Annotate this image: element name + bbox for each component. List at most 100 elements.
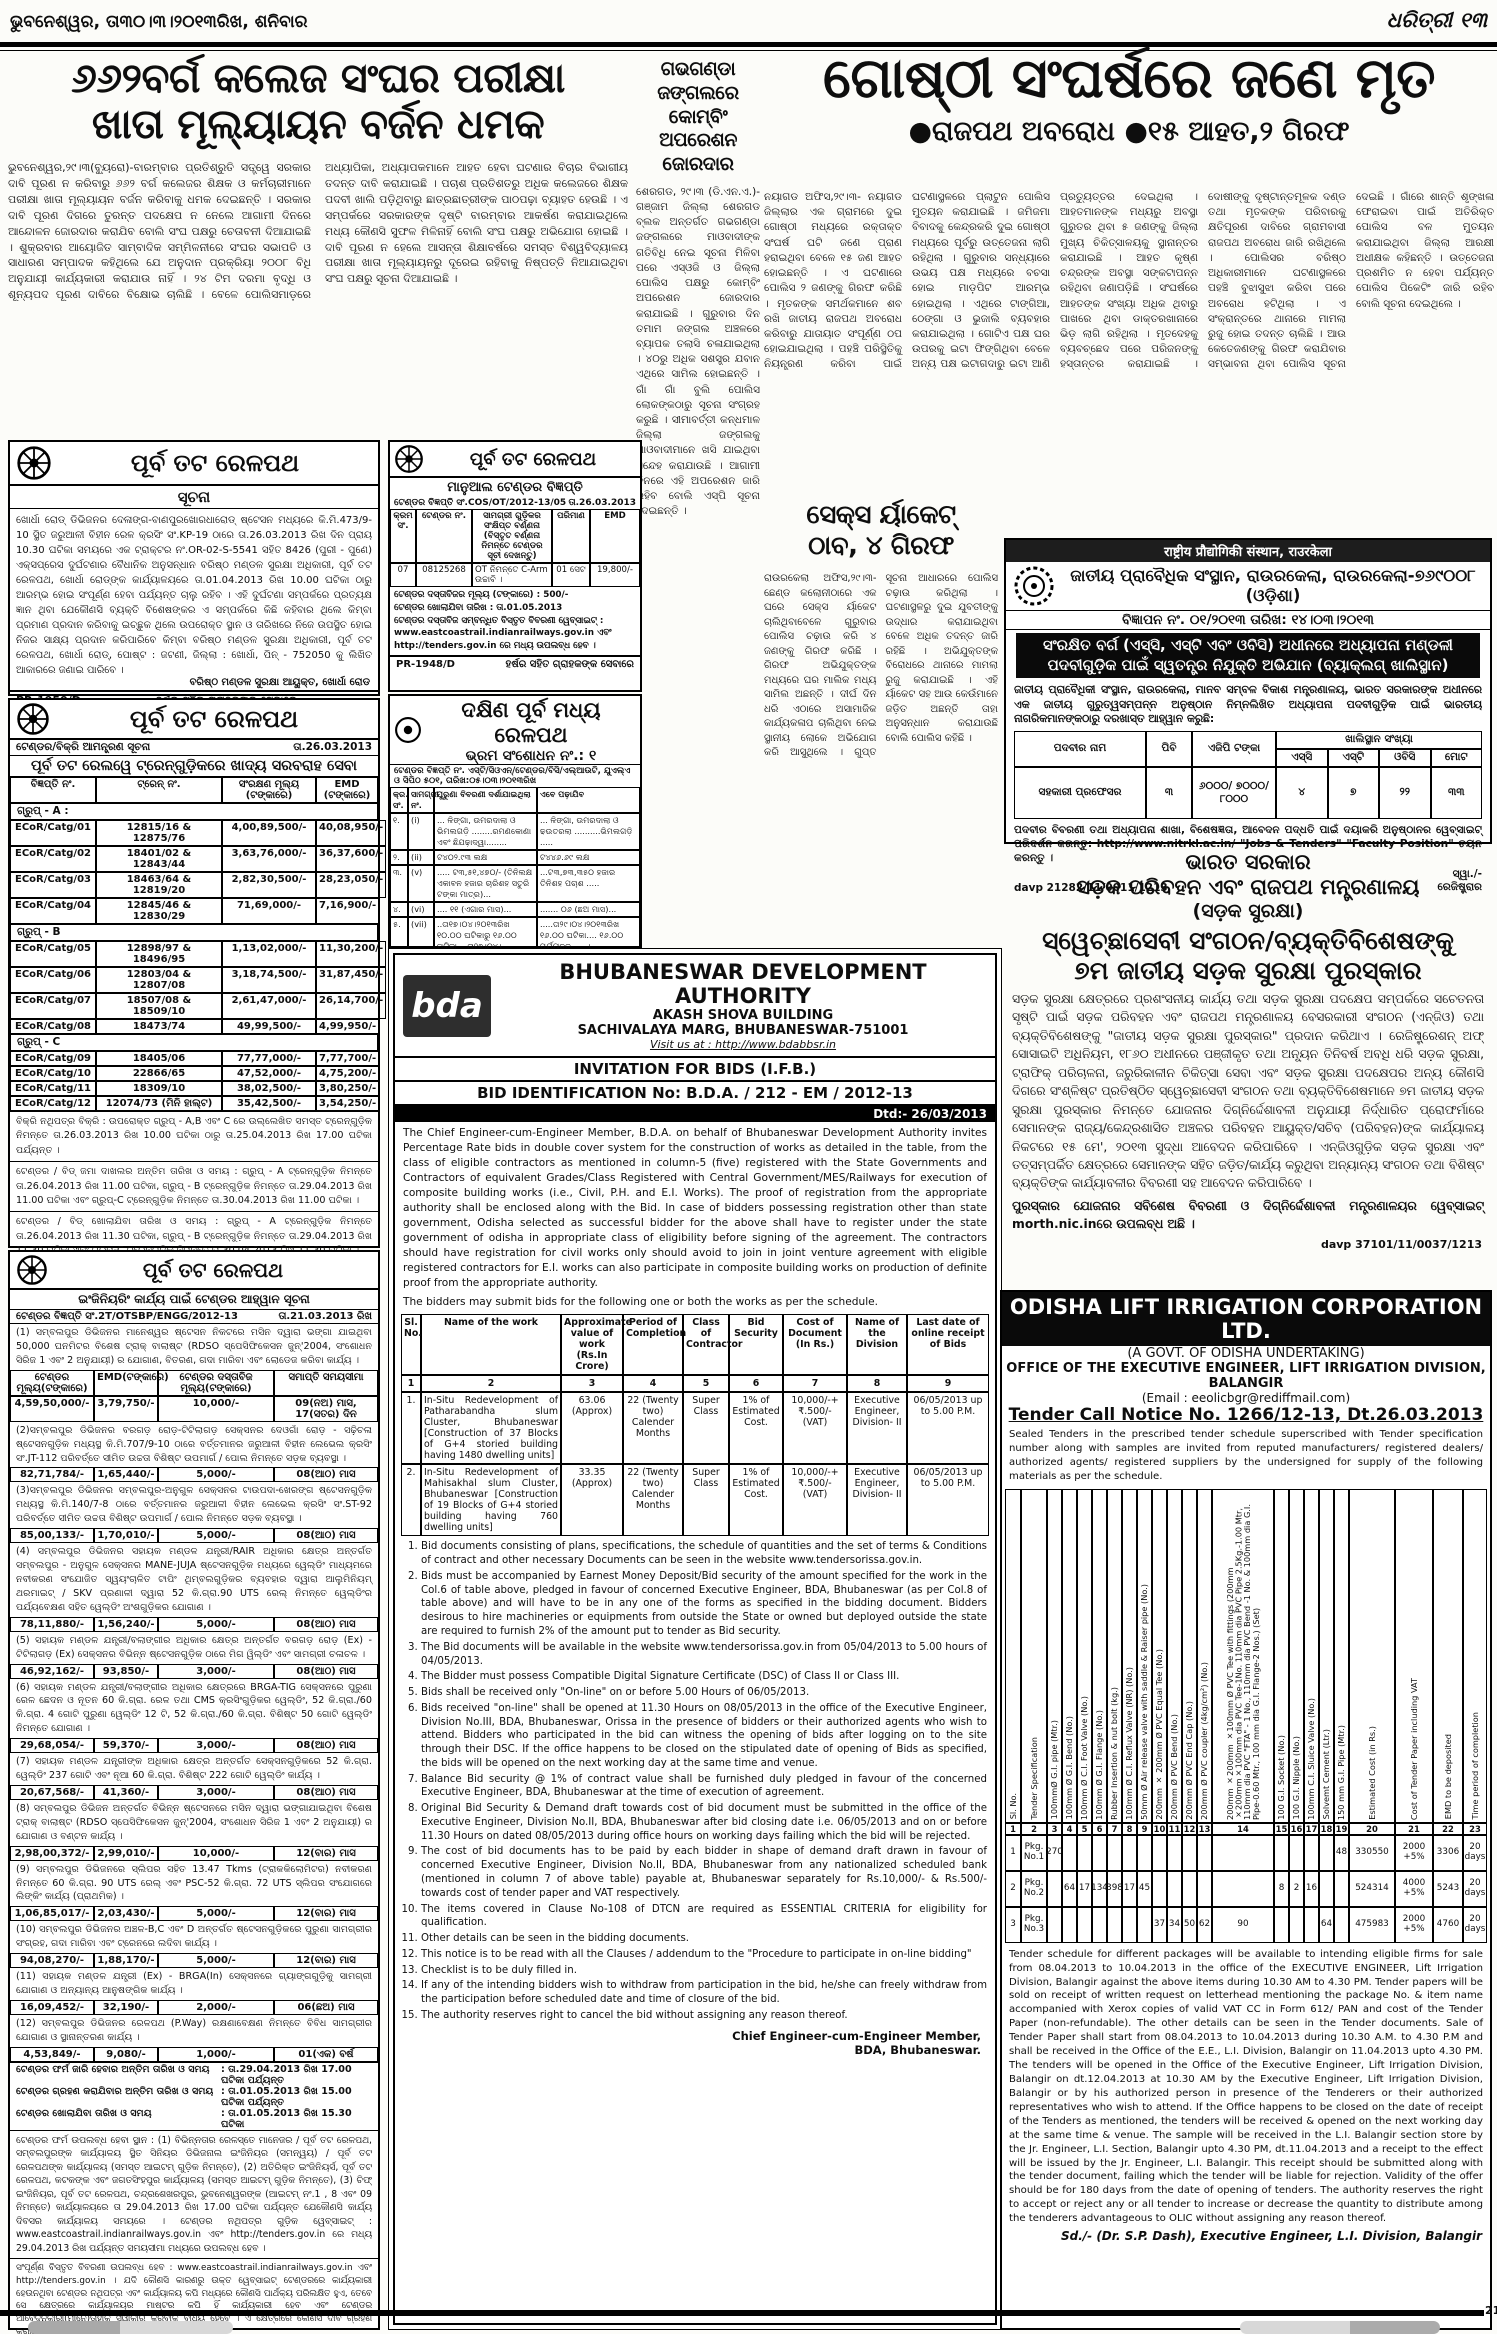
advertisement-number: ବିଜ୍ଞାପନ ନଂ. ୦୧/୨୦୧୩ ତାରିଖ: ୧୪।୦୩।୨୦୧୩ [1006, 610, 1490, 630]
headline-line1: ୬୬୨ବର୍ଗ କଲେଜ ସଂଘର ପରୀକ୍ଷା [71, 54, 565, 102]
cell: 34 [1167, 1906, 1182, 1943]
condition-item: This notice is to be read with all the C… [421, 1948, 987, 1962]
col-number: 12 [1182, 1822, 1197, 1835]
cell-notice-no: ECoR/Catg/07 [10, 993, 96, 1019]
date-label: ଟେଣ୍ଡର ଖୋଲାଯିବା ତାରିଖ ଓ ସମୟ [16, 2107, 152, 2119]
cell-train-no: 12898/97 & 18496/95 [96, 941, 222, 967]
col-vacancy: ଖାଲିସ୍ଥାନ ସଂଖ୍ୟା [1276, 730, 1482, 749]
cell: 16 [1304, 1870, 1319, 1907]
col-header: 100 G.I. Socket (No.) [1274, 1488, 1289, 1823]
box-subtitle: ସୂଚନା [10, 486, 378, 509]
cell-train-no: 18405/06 [96, 1051, 222, 1066]
cell-value: 71,69,000/- [222, 898, 316, 924]
col-agp: ଏଜିପି ଟଙ୍କା [1192, 730, 1276, 767]
cell: ଟ୪୦୨.୯୩ ଲକ୍ଷ [434, 850, 537, 865]
cell: ... ଳିଙ୍ଗା, ଉମରଦାଲା ଓ ଭିମଲଗଡ଼ି ........ର… [434, 813, 537, 850]
cell: (i) [408, 813, 434, 850]
masthead-brand-page: ଧରିତ୍ରୀ ୧୩ [1386, 8, 1487, 32]
undertaking-line: (A GOVT. OF ODISHA UNDERTAKING) [1127, 1346, 1365, 1361]
article-sex-racket: ସେକ୍ସ ର୍ୟାକେଟ୍ ଠାବ, ୪ ଗିରଫ ରାଉରକେଲା ଅଫିସ… [764, 500, 998, 938]
col-number: 6 [1092, 1822, 1107, 1835]
horizontal-scrollbar-thumb-left[interactable] [28, 2321, 233, 2334]
cell-value: 3,18,74,500/- [222, 967, 316, 993]
cell: 07 [390, 563, 416, 587]
amount-table-header: ଟେଣ୍ଡର ମୂଲ୍ୟ(ଟଙ୍କାରେ) EMD(ଟଙ୍କାରେ) ଟେଣ୍ଡ… [10, 1369, 378, 1396]
horizontal-scrollbar-thumb-right[interactable] [1240, 2321, 1440, 2334]
cell-emd: 93,850/- [94, 1663, 158, 1679]
col-header: 100mm C.I. Sluice Valve (No.) [1304, 1488, 1319, 1823]
article-combing-operation: ଗଭଗଣ୍ଡା ଜଙ୍ଗଲରେ କୋମ୍ବିଂ ଅପରେଶନ ଜୋରଦାର ଶେ… [636, 58, 760, 936]
cell-value: 35,42,500/- [222, 1096, 316, 1111]
col-header: ଟେଣ୍ଡର ମୂଲ୍ୟ(ଟଙ୍କାରେ) [10, 1369, 94, 1396]
box-title: ପୂର୍ବ ତଟ ରେଳପଥ [469, 448, 597, 470]
cell [1062, 1834, 1077, 1871]
col-number: 3 [561, 1375, 623, 1393]
cell: 2000 +5% [1395, 1834, 1433, 1871]
signature: ବରିଷ୍ଠ ମଣ୍ଡଳ ସୁରକ୍ଷା ଆୟୁକ୍ତ, ଖୋର୍ଧା ରୋଡ [189, 677, 370, 688]
headline: ଗଭଗଣ୍ଡା ଜଙ୍ଗଲରେ କୋମ୍ବିଂ ଅପରେଶନ ଜୋରଦାର [657, 58, 739, 175]
amount-row: 4,53,849/- 9,080/- 1,000/- 01(ଏକ) ବର୍ଷ [10, 2046, 378, 2062]
col-header: ଟେଣ୍ଡର ନଂ. [416, 509, 472, 563]
masthead-rule-thin [0, 50, 1497, 51]
cell-emd: 1,65,440/- [94, 1467, 158, 1483]
cell [1182, 1834, 1197, 1871]
col-number: 9 [907, 1375, 989, 1393]
cell-notice-no: ECoR/Catg/01 [10, 820, 96, 846]
cell-notice-no: ECoR/Catg/10 [10, 1066, 96, 1081]
cell-tender-value: 85,00,133/- [10, 1528, 94, 1544]
works-table: Sl. No. Name of the work Approximate value… [401, 1314, 989, 1537]
col-number: 16 [1289, 1822, 1304, 1835]
col-number: 1 [401, 1375, 421, 1393]
cell: 19,800/- [590, 563, 640, 587]
table-row: ECoR/Catg/06 12803/04 & 12807/08 3,18,74… [10, 967, 387, 993]
cell: 8 [1274, 1870, 1289, 1907]
nit-logo [1014, 566, 1054, 606]
cell-emd: 1,88,170/- [94, 1953, 158, 1969]
olic-tender-notice: ODISHA LIFT IRRIGATION CORPORATION LTD. … [1000, 1290, 1492, 2330]
col-header: 200mm Ø PVC Bend (No.) [1167, 1488, 1182, 1823]
cell-doc-cost: 3,000/- [158, 1663, 274, 1679]
cell-train-no: 18473/74 [96, 1019, 222, 1034]
institute-name-hindi: राष्ट्रीय प्रौद्योगिकी संस्थान, राउरकेला [1006, 540, 1490, 562]
col-number: 2 [421, 1375, 561, 1393]
box-title: ଦକ୍ଷିଣ ପୂର୍ବ ମଧ୍ୟ ରେଳପଥ [461, 698, 601, 747]
cell-obc: ୨୨ [1379, 766, 1431, 819]
notice-number: ଟେଣ୍ଡର ବିଜ୍ଞପ୍ତି ନଂ. ଏସ୍‌ଟି/ସିଓଏନ୍/ଟେଣ୍ଡ… [390, 764, 640, 787]
article-body: ଶେରଗଡ, ୨୯।୩ (ଡି.ଏନ.ଏ.)- ଗଞ୍ଜାମ ଜିଲ୍ଲା ଶେ… [636, 185, 760, 518]
box-title: ପୂର୍ବ ତଟ ରେଳପଥ [129, 705, 299, 733]
article-clash-body: ନୟାଗଡ ଅଫିସ,୨୯।୩- ନୟାଗଡ ଜିଲ୍ଲାର ଏକ ଗ୍ରାମର… [764, 191, 1494, 371]
cell: ..... ଟ୩,୫୧,୪୭୦/- (ତିନିଲକ୍ଷ ଏକାବନ ହଜାର ଚ… [434, 865, 537, 902]
condition-item: Bids must be accompanied by Earnest Mone… [421, 1570, 987, 1639]
col-header: 100mm Ø G.I. Flange (No.) [1092, 1488, 1107, 1823]
col-header: ସାମଗ୍ରୀ ଗୁଡ଼ିକର ସଂକ୍ଷିପ୍ତ ବର୍ଣ୍ଣନା (ବିସ୍… [472, 509, 552, 563]
table-row: ECoR/Catg/07 18507/08 & 18509/10 2,61,47… [10, 993, 387, 1019]
cell-tender-value: 46,92,162/- [10, 1663, 94, 1679]
col-header: Class of Contractor [683, 1314, 743, 1376]
morth-road-safety-award: ଭାରତ ସରକାର ସଡ଼କ ପରିବହନ ଏବଂ ରାଜପଥ ମନ୍ତ୍ରଣ… [1004, 850, 1492, 1286]
cell: ୧. [390, 813, 408, 850]
work-description: (2)ସମ୍ବଲପୁର ଡିଭିଜନର ବରଗଡ଼ ରୋଡ଼-ଟିଟିଲାଗଡ଼… [16, 1424, 372, 1464]
col-obc: ଓବିସି [1379, 748, 1431, 767]
cell: 1 [1005, 1834, 1021, 1871]
cell-duration: 08(ଆଠ) ମାସ [274, 1784, 378, 1800]
amount-row: 46,92,162/- 93,850/- 3,000/- 08(ଆଠ) ମାସ [10, 1663, 378, 1679]
cell-emd: 36,37,600/- [316, 846, 387, 872]
col-header: Estimated Cost (in Rs.) [1349, 1488, 1395, 1823]
col-number: 4 [623, 1375, 683, 1393]
cell-notice-no: ECoR/Catg/11 [10, 1081, 96, 1096]
cell-division: Executive Engineer, Division- II [847, 1464, 907, 1537]
table-row: ୨. (ii) ଟ୪୦୨.୯୩ ଲକ୍ଷ ଟ୪୪୬.୬୯ ଲକ୍ଷ [390, 850, 640, 865]
authority-address2: SACHIVALAYA MARG, BHUBANESWAR-751001 [577, 1023, 909, 1038]
table-row: ୪. (vi) .... ୧୧ (ଏଗାର ମାସ)... ....... ୦୬… [390, 902, 640, 917]
work-description: (3)ସମ୍ବଲପୁର ଡିଭିଜନର ସମ୍ବଲପୁର-ଅନୁଗୁଳ ସେକ୍… [16, 1485, 372, 1525]
col-header: Sl. No. [401, 1314, 422, 1376]
col-number: 17 [1304, 1822, 1319, 1835]
table-row: ECoR/Catg/11 18309/10 38,02,500/- 3,80,2… [10, 1081, 380, 1096]
cell-division: Executive Engineer, Division- II [847, 1392, 907, 1465]
cell-emd: 7,16,900/- [316, 898, 380, 924]
cell-duration: 12(ବାର) ମାସ [274, 1845, 378, 1861]
cell-train-no: 12803/04 & 12807/08 [96, 967, 222, 993]
cell-sl: 1. [401, 1392, 421, 1465]
vacancy-table: ପଦବୀର ନାମ ପିବି ଏଜିପି ଟଙ୍କା ଖାଲିସ୍ଥାନ ସଂଖ… [1014, 730, 1482, 819]
cell-last-date: 06/05/2013 up to 5.00 P.M. [907, 1392, 989, 1465]
